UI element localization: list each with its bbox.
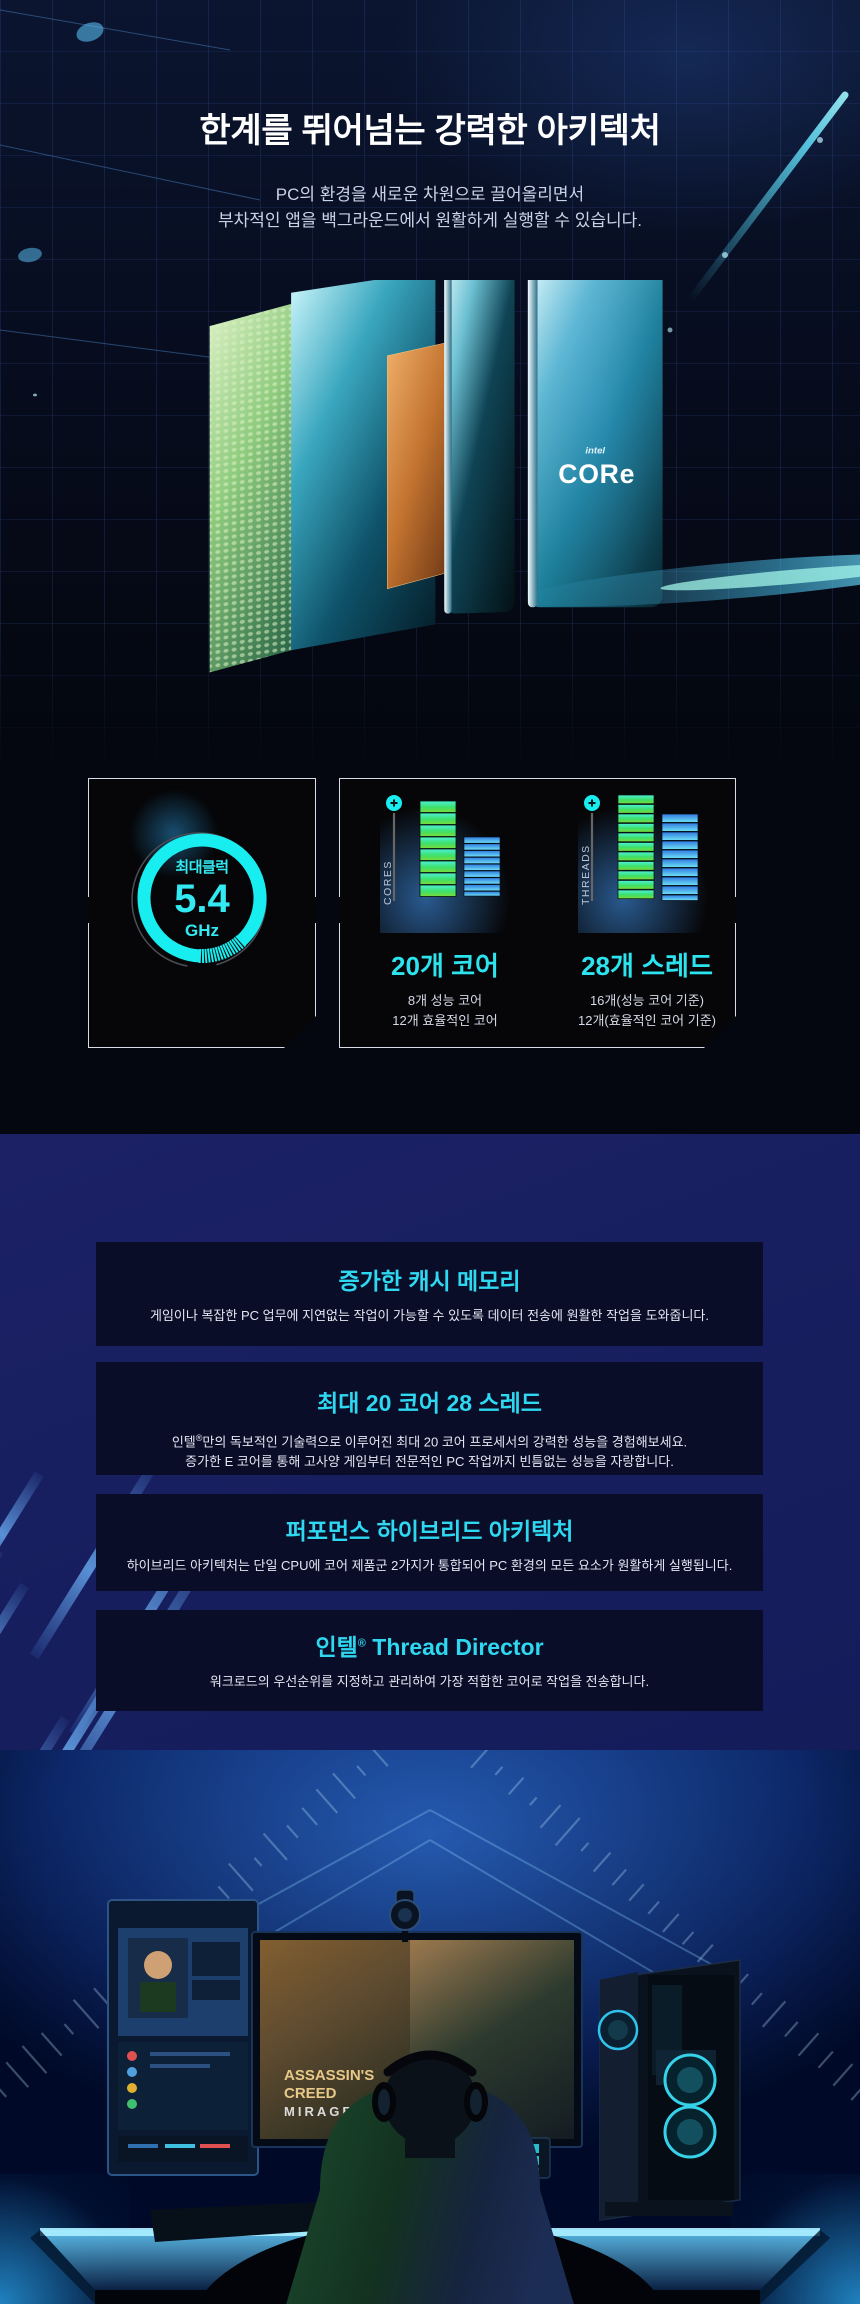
svg-text:CORES: CORES xyxy=(382,860,394,905)
svg-text:CREED: CREED xyxy=(284,2085,337,2102)
svg-text:THREADS: THREADS xyxy=(580,844,592,905)
svg-text:ASSASSIN'S: ASSASSIN'S xyxy=(284,2067,374,2084)
